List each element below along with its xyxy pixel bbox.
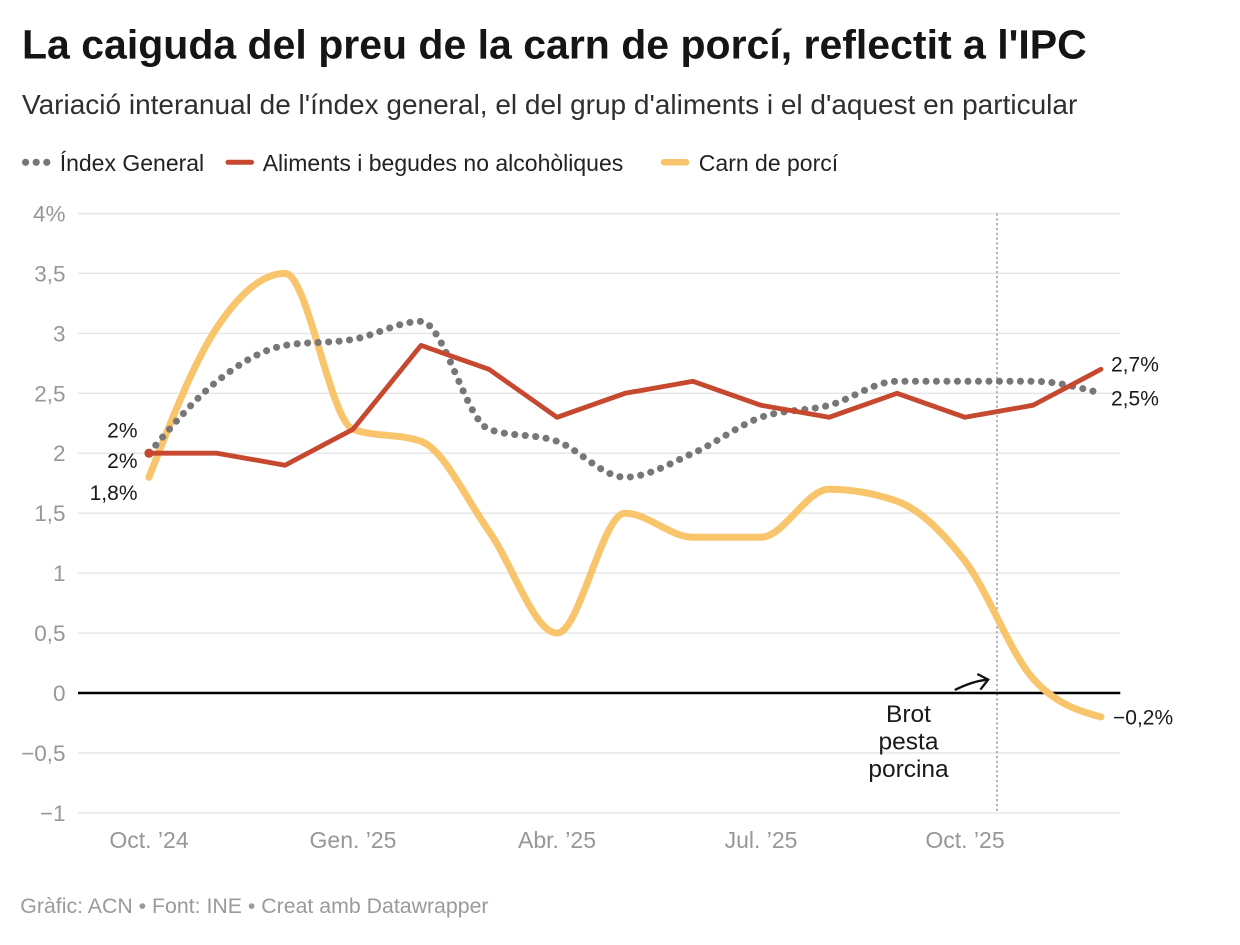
svg-text:La caiguda del preu de la carn: La caiguda del preu de la carn de porcí,… [22, 22, 1087, 68]
svg-text:Variació interanual de l'índex: Variació interanual de l'índex general, … [22, 89, 1077, 120]
svg-text:3: 3 [53, 321, 66, 346]
svg-text:2,7%: 2,7% [1111, 353, 1159, 376]
svg-text:Aliments i begudes no alcohòli: Aliments i begudes no alcohòliques [263, 150, 624, 176]
svg-text:−0,2%: −0,2% [1113, 707, 1173, 730]
svg-text:2%: 2% [107, 420, 137, 443]
svg-text:2%: 2% [107, 450, 137, 473]
svg-text:0: 0 [53, 681, 66, 706]
svg-text:Oct. ’24: Oct. ’24 [109, 827, 188, 853]
svg-text:−1: −1 [40, 801, 66, 826]
svg-text:2,5: 2,5 [34, 381, 65, 406]
svg-text:Gràfic: ACN • Font: INE • Crea: Gràfic: ACN • Font: INE • Creat amb Data… [20, 894, 488, 918]
svg-text:2: 2 [53, 441, 66, 466]
svg-text:3,5: 3,5 [34, 261, 65, 286]
svg-text:0,5: 0,5 [34, 621, 65, 646]
svg-text:Carn de porcí: Carn de porcí [699, 150, 839, 176]
svg-text:−0,5: −0,5 [21, 741, 65, 766]
svg-text:4%: 4% [33, 202, 66, 227]
svg-text:1: 1 [53, 561, 66, 586]
svg-text:Índex General: Índex General [60, 150, 204, 176]
svg-text:Oct. ’25: Oct. ’25 [925, 827, 1004, 853]
svg-text:Gen. ’25: Gen. ’25 [310, 827, 397, 853]
svg-text:Jul. ’25: Jul. ’25 [725, 827, 798, 853]
svg-text:1,8%: 1,8% [90, 482, 138, 505]
svg-text:1,5: 1,5 [34, 501, 65, 526]
svg-text:2,5%: 2,5% [1111, 387, 1159, 410]
svg-text:porcina: porcina [868, 756, 949, 783]
svg-text:Brot: Brot [886, 701, 931, 728]
svg-text:pesta: pesta [879, 729, 939, 756]
svg-text:Abr. ’25: Abr. ’25 [518, 827, 596, 853]
